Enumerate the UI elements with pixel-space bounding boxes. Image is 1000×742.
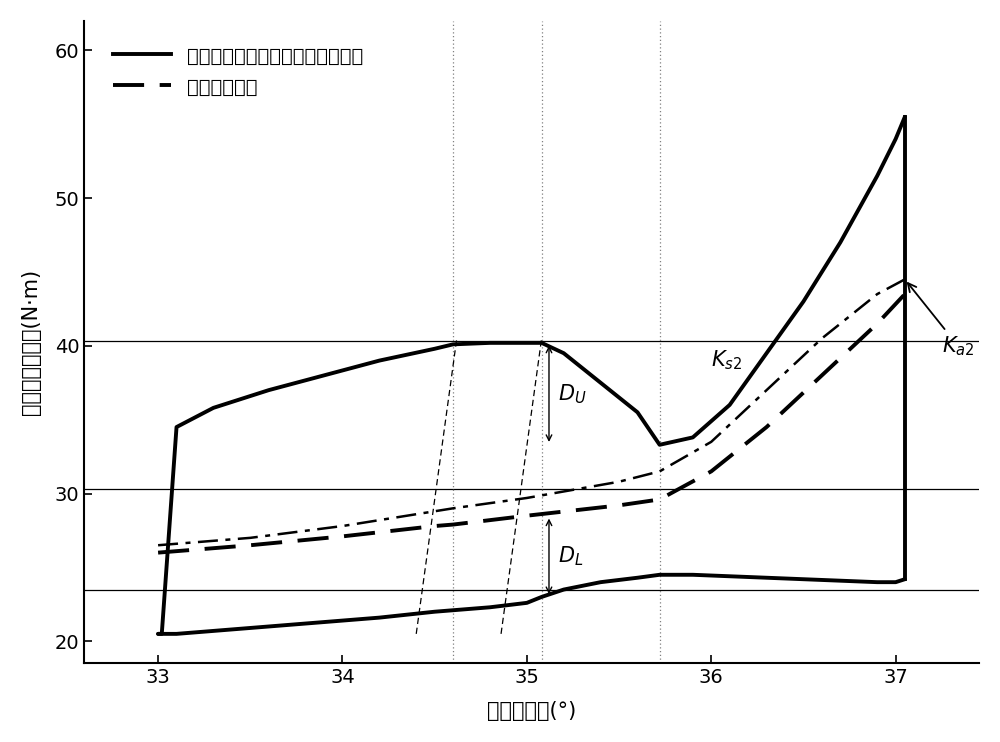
Legend: 变刚度非对称阻尼张紧器迟滞曲线, 弹簧力矩曲线: 变刚度非对称阻尼张紧器迟滞曲线, 弹簧力矩曲线 [103, 37, 373, 107]
Text: $K_{s2}$: $K_{s2}$ [711, 349, 742, 372]
Y-axis label: 张紧器输出扭矩(N·m): 张紧器输出扭矩(N·m) [21, 269, 41, 416]
Text: $D_L$: $D_L$ [558, 545, 584, 568]
X-axis label: 张紧器摆角(°): 张紧器摆角(°) [487, 701, 576, 721]
Text: $D_U$: $D_U$ [558, 382, 587, 406]
Text: $K_{a2}$: $K_{a2}$ [908, 283, 974, 358]
